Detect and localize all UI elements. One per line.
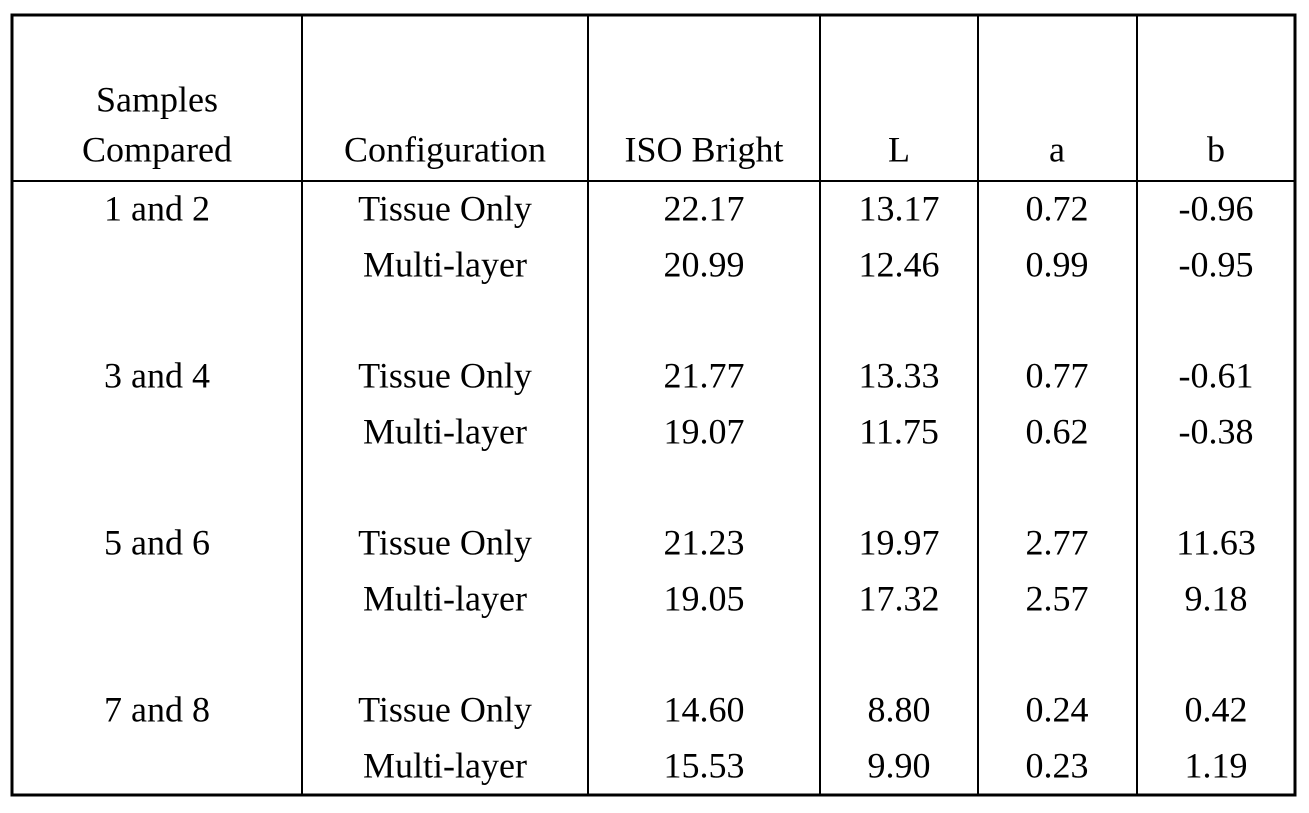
header-cell: a — [1049, 129, 1065, 169]
configuration-cell: Tissue Only — [358, 522, 532, 562]
value-cell: 14.60 — [664, 689, 745, 729]
value-cell: 0.99 — [1026, 244, 1089, 284]
value-cell: 9.18 — [1185, 578, 1248, 618]
value-cell: 2.57 — [1026, 578, 1089, 618]
value-cell: -0.61 — [1179, 355, 1254, 395]
value-cell: 9.90 — [868, 745, 931, 785]
configuration-cell: Tissue Only — [358, 355, 532, 395]
value-cell: 0.77 — [1026, 355, 1089, 395]
value-cell: 8.80 — [868, 689, 931, 729]
value-cell: 0.24 — [1026, 689, 1089, 729]
value-cell: 2.77 — [1026, 522, 1089, 562]
samples-cell: 3 and 4 — [104, 355, 210, 395]
value-cell: 20.99 — [664, 244, 745, 284]
value-cell: -0.95 — [1179, 244, 1254, 284]
samples-cell: 5 and 6 — [104, 522, 210, 562]
value-cell: 11.63 — [1176, 522, 1256, 562]
value-cell: 13.33 — [859, 355, 940, 395]
header-cell: Compared — [82, 129, 232, 169]
header-cell: L — [888, 129, 910, 169]
header-cell: ISO Bright — [624, 129, 783, 169]
configuration-cell: Tissue Only — [358, 689, 532, 729]
configuration-cell: Multi-layer — [363, 745, 527, 785]
header-cell: Configuration — [344, 129, 546, 169]
configuration-cell: Multi-layer — [363, 244, 527, 284]
value-cell: 21.77 — [664, 355, 745, 395]
header-cell: b — [1207, 129, 1225, 169]
header-cell: Samples — [96, 79, 218, 119]
value-cell: 22.17 — [664, 188, 745, 228]
value-cell: 0.42 — [1185, 689, 1248, 729]
value-cell: -0.38 — [1179, 411, 1254, 451]
value-cell: 19.05 — [664, 578, 745, 618]
configuration-cell: Multi-layer — [363, 578, 527, 618]
value-cell: 11.75 — [859, 411, 939, 451]
value-cell: 0.62 — [1026, 411, 1089, 451]
value-cell: 15.53 — [664, 745, 745, 785]
value-cell: 19.07 — [664, 411, 745, 451]
value-cell: 0.23 — [1026, 745, 1089, 785]
value-cell: 13.17 — [859, 188, 940, 228]
value-cell: 21.23 — [664, 522, 745, 562]
value-cell: 1.19 — [1185, 745, 1248, 785]
samples-cell: 1 and 2 — [104, 188, 210, 228]
samples-cell: 7 and 8 — [104, 689, 210, 729]
configuration-cell: Tissue Only — [358, 188, 532, 228]
value-cell: 12.46 — [859, 244, 940, 284]
value-cell: 17.32 — [859, 578, 940, 618]
value-cell: -0.96 — [1179, 188, 1254, 228]
configuration-cell: Multi-layer — [363, 411, 527, 451]
value-cell: 19.97 — [859, 522, 940, 562]
value-cell: 0.72 — [1026, 188, 1089, 228]
table: Samples Compared Configuration ISO Bright La… — [0, 0, 1309, 808]
